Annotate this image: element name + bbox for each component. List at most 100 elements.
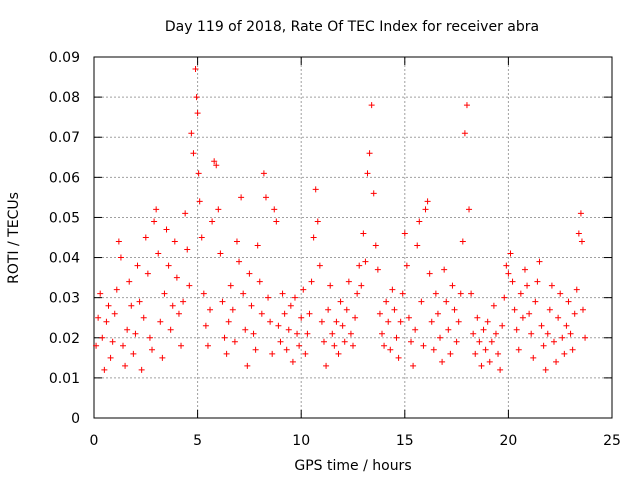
data-point — [236, 258, 243, 265]
data-point — [364, 170, 371, 177]
data-point — [221, 334, 228, 341]
data-point — [227, 282, 234, 289]
data-point — [410, 362, 417, 369]
data-point — [515, 346, 522, 353]
data-point — [509, 278, 516, 285]
data-point — [414, 242, 421, 249]
data-point — [196, 198, 203, 205]
data-point — [103, 318, 110, 325]
data-point — [178, 342, 185, 349]
data-point — [559, 334, 566, 341]
data-point — [269, 350, 276, 357]
data-point — [482, 346, 489, 353]
data-point — [275, 322, 282, 329]
data-point — [149, 346, 156, 353]
data-point — [366, 150, 373, 157]
data-point — [381, 342, 388, 349]
data-point — [451, 306, 458, 313]
data-point — [146, 334, 153, 341]
y-tick-label: 0.08 — [49, 90, 80, 106]
data-point — [327, 282, 334, 289]
data-point — [354, 290, 361, 297]
data-point — [457, 290, 464, 297]
data-point — [544, 330, 551, 337]
data-point — [447, 350, 454, 357]
data-point — [374, 266, 381, 273]
data-point — [484, 318, 491, 325]
data-point — [391, 306, 398, 313]
data-point — [287, 302, 294, 309]
data-point — [167, 326, 174, 333]
data-point — [165, 262, 172, 269]
data-point — [306, 310, 313, 317]
data-point — [428, 318, 435, 325]
data-point — [542, 366, 549, 373]
data-point — [144, 270, 151, 277]
data-point — [120, 342, 127, 349]
data-point — [403, 262, 410, 269]
data-point — [258, 310, 265, 317]
data-point — [318, 318, 325, 325]
data-point — [441, 266, 448, 273]
data-point — [387, 346, 394, 353]
data-point — [195, 170, 202, 177]
data-point — [229, 306, 236, 313]
data-point — [424, 198, 431, 205]
data-point — [453, 338, 460, 345]
data-point — [248, 302, 255, 309]
data-point — [449, 282, 456, 289]
data-point — [193, 94, 200, 101]
data-point — [536, 258, 543, 265]
data-point — [437, 334, 444, 341]
data-point — [331, 342, 338, 349]
data-point — [225, 318, 232, 325]
data-point — [358, 282, 365, 289]
chart-title: Day 119 of 2018, Rate Of TEC Index for r… — [165, 19, 539, 35]
data-point — [463, 102, 470, 109]
data-point — [360, 230, 367, 237]
data-point — [192, 66, 199, 73]
data-point — [180, 298, 187, 305]
data-point — [548, 282, 555, 289]
data-point — [532, 298, 539, 305]
data-point — [474, 314, 481, 321]
data-point — [455, 318, 462, 325]
data-point — [418, 298, 425, 305]
data-point — [99, 334, 106, 341]
data-point — [335, 350, 342, 357]
data-point — [379, 330, 386, 337]
data-point — [501, 294, 508, 301]
data-point — [567, 330, 574, 337]
data-point — [362, 258, 369, 265]
data-point — [217, 250, 224, 257]
data-point — [490, 302, 497, 309]
data-point — [472, 350, 479, 357]
data-point — [519, 314, 526, 321]
data-point — [420, 342, 427, 349]
data-point — [323, 362, 330, 369]
data-point — [524, 282, 531, 289]
data-point — [341, 338, 348, 345]
data-point — [314, 218, 321, 225]
data-point — [550, 338, 557, 345]
data-point — [395, 354, 402, 361]
data-point — [233, 238, 240, 245]
data-point — [443, 298, 450, 305]
data-point — [356, 262, 363, 269]
data-point — [511, 306, 518, 313]
data-point — [140, 314, 147, 321]
data-point — [503, 262, 510, 269]
data-point — [186, 282, 193, 289]
data-point — [488, 338, 495, 345]
data-point — [155, 250, 162, 257]
data-point — [184, 246, 191, 253]
data-point — [279, 290, 286, 297]
data-point — [97, 290, 104, 297]
data-point — [385, 318, 392, 325]
data-point — [93, 342, 100, 349]
data-point — [300, 286, 307, 293]
data-point — [555, 314, 562, 321]
data-point — [526, 310, 533, 317]
data-point — [194, 110, 201, 117]
